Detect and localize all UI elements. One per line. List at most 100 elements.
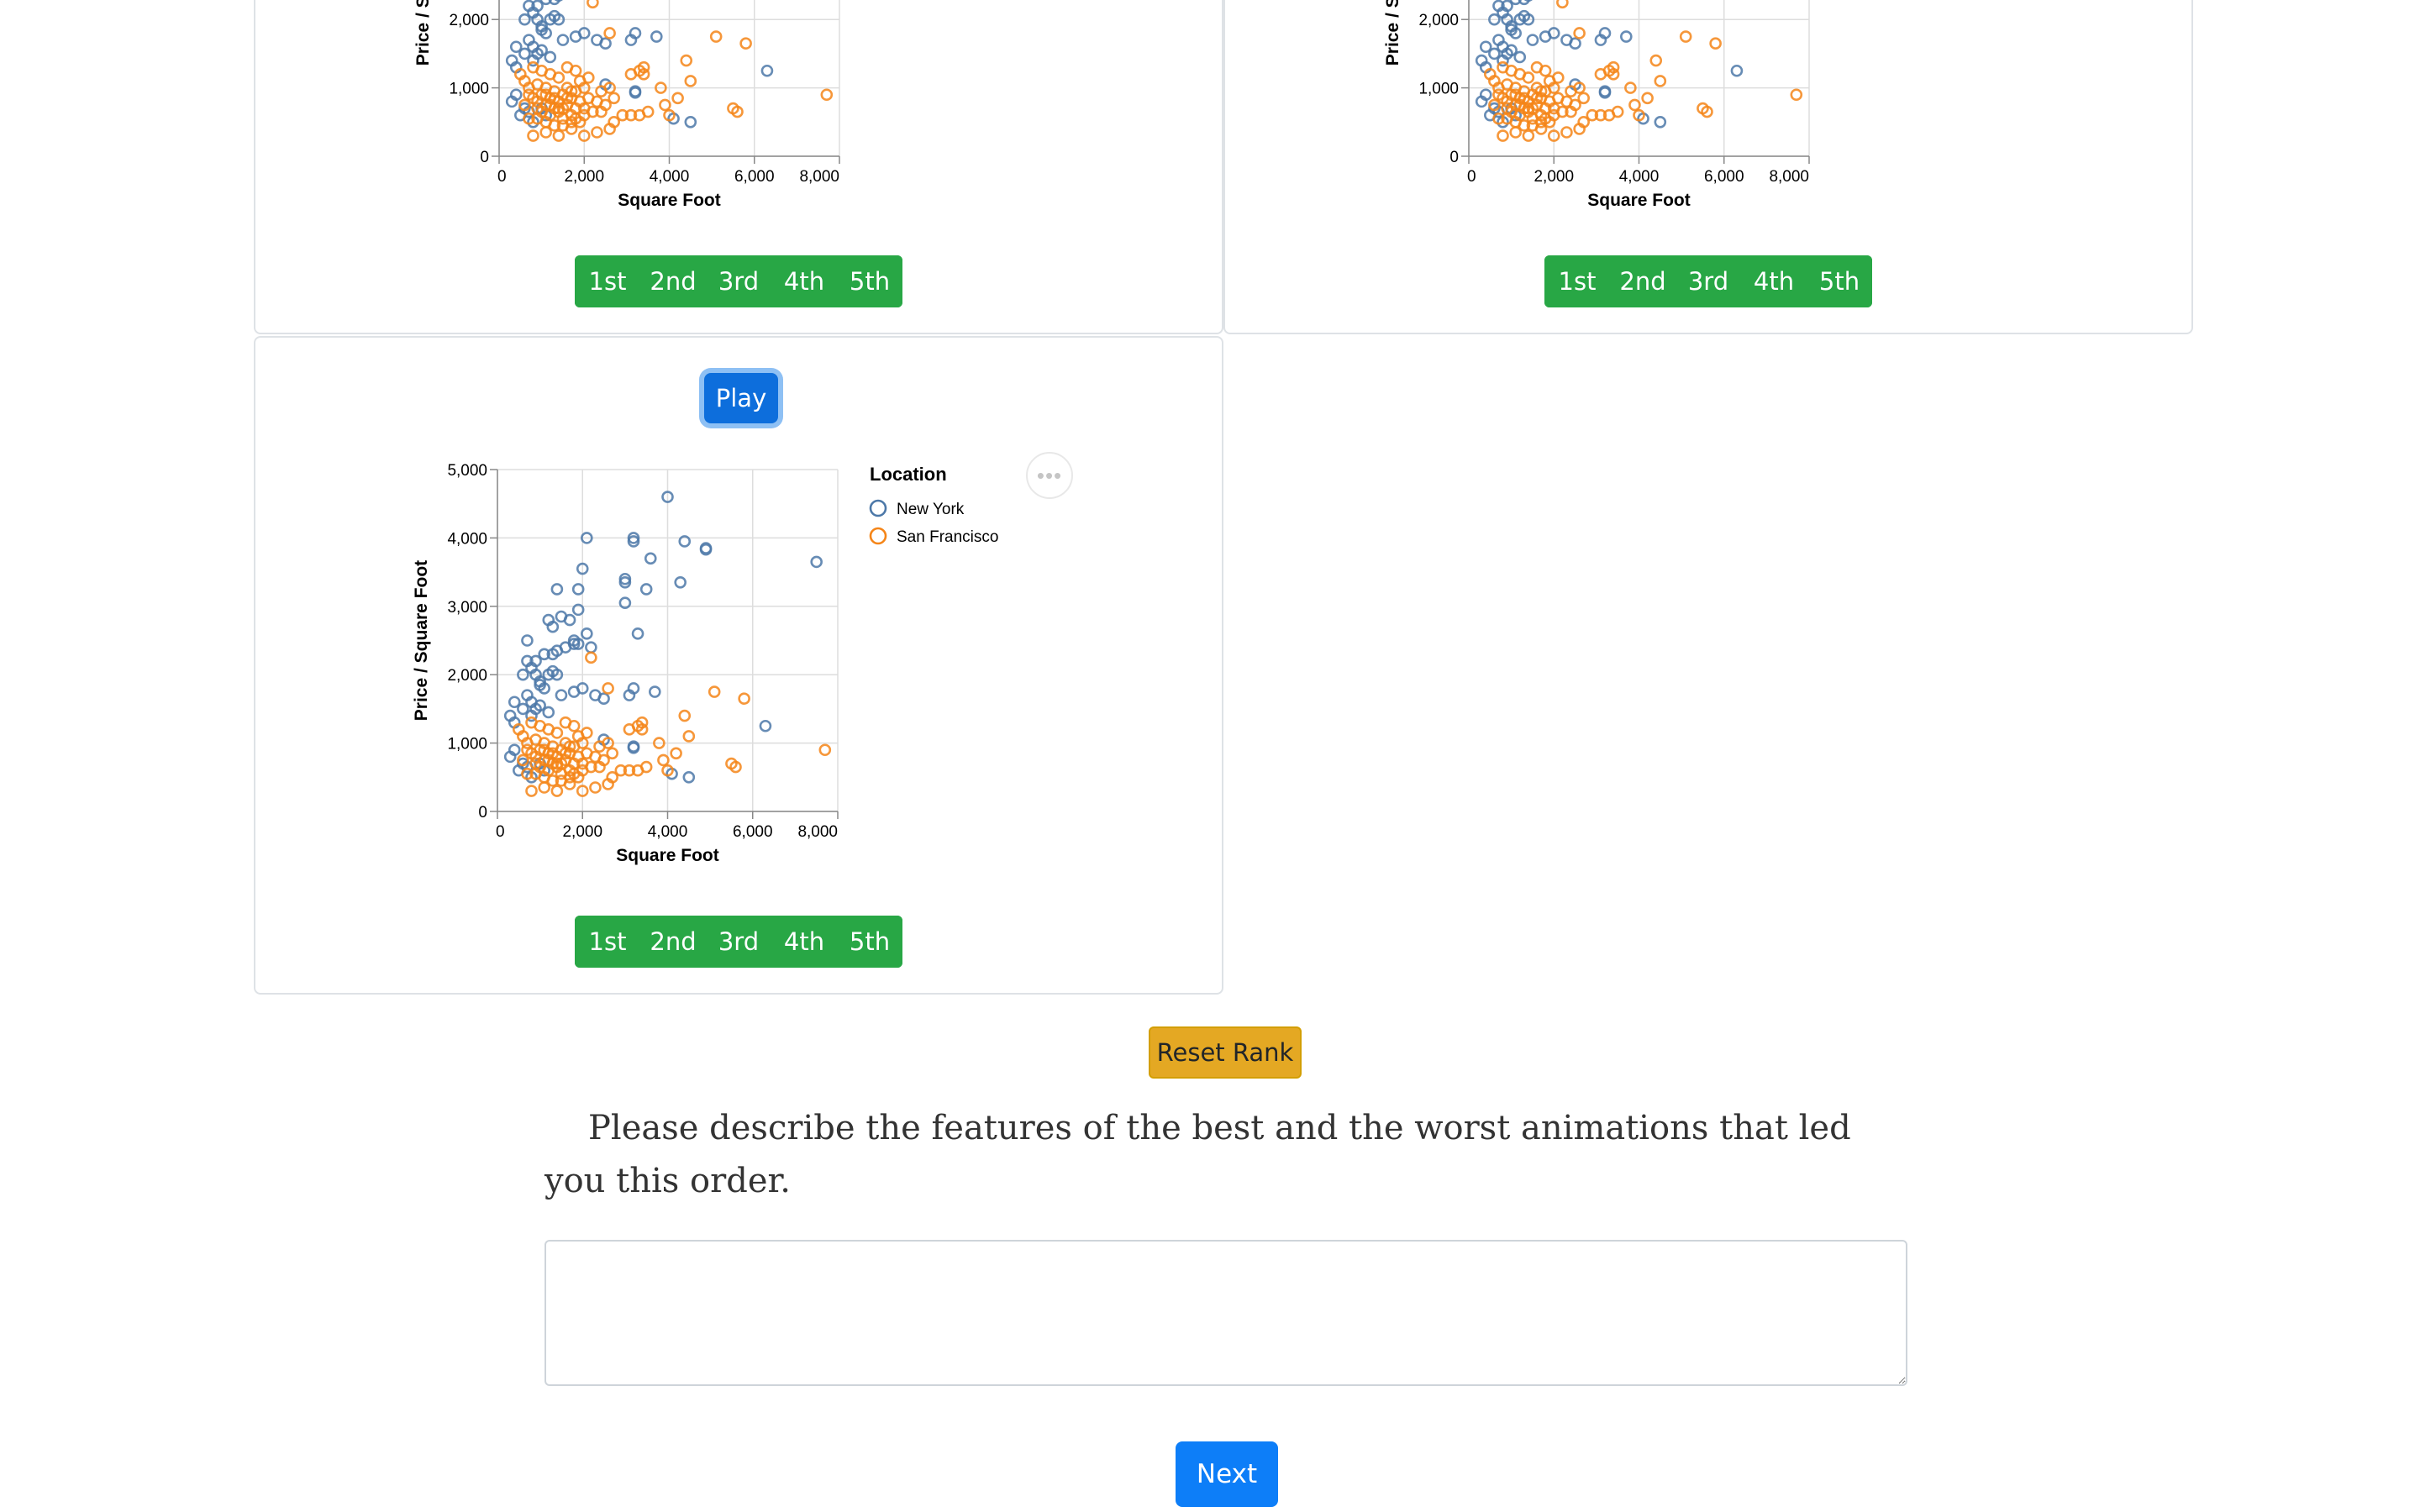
- data-point-san-francisco: [569, 112, 582, 125]
- data-point-san-francisco: [591, 126, 603, 139]
- data-point-san-francisco: [738, 692, 750, 705]
- rank-5th-button[interactable]: 5th: [1807, 255, 1872, 307]
- x-axis-title: Square Foot: [616, 846, 719, 865]
- y-tick-label: 4,000: [447, 530, 487, 548]
- data-point-new-york: [682, 770, 696, 784]
- data-point-new-york: [548, 0, 560, 6]
- rank-5th-button[interactable]: 5th: [837, 255, 902, 307]
- data-point-new-york: [544, 50, 557, 64]
- x-tick-label: 0: [497, 168, 507, 186]
- rank-3rd-button[interactable]: 3rd: [1676, 255, 1741, 307]
- rank-4th-button[interactable]: 4th: [1741, 255, 1807, 307]
- data-point-new-york: [1522, 13, 1535, 26]
- data-point-san-francisco: [599, 98, 612, 112]
- data-point-new-york: [1598, 86, 1612, 99]
- data-point-san-francisco: [639, 760, 653, 774]
- data-point-san-francisco: [538, 743, 550, 757]
- data-point-san-francisco: [1560, 126, 1573, 139]
- data-point-san-francisco: [602, 737, 614, 749]
- data-point-san-francisco: [582, 71, 595, 84]
- y-tick-label: 2,000: [449, 12, 489, 29]
- data-point-san-francisco: [1654, 75, 1667, 87]
- play-button[interactable]: Play: [704, 373, 778, 423]
- data-point-san-francisco: [1522, 129, 1535, 142]
- data-point-new-york: [581, 532, 593, 544]
- y-tick-label: 1,000: [449, 81, 489, 98]
- x-axis-title: Square Foot: [1587, 191, 1691, 210]
- data-point-san-francisco: [1547, 81, 1560, 94]
- x-tick-label: 6,000: [734, 168, 775, 186]
- rank-1st-button[interactable]: 1st: [575, 255, 640, 307]
- ellipsis-icon[interactable]: •••: [1026, 452, 1073, 499]
- data-point-san-francisco: [729, 760, 742, 774]
- data-point-san-francisco: [577, 81, 591, 94]
- data-point-san-francisco: [657, 753, 670, 767]
- data-point-san-francisco: [608, 92, 620, 105]
- data-point-san-francisco: [1641, 92, 1654, 105]
- data-point-san-francisco: [653, 737, 666, 749]
- y-axis-title: Price / Square Foot: [413, 0, 433, 66]
- rank-4th-button[interactable]: 4th: [771, 255, 837, 307]
- x-tick-label: 6,000: [1704, 168, 1744, 186]
- rank-1st-button[interactable]: 1st: [1544, 255, 1610, 307]
- rank-1st-button[interactable]: 1st: [575, 916, 640, 968]
- rank-4th-button[interactable]: 4th: [771, 916, 837, 968]
- data-point-san-francisco: [587, 0, 599, 9]
- data-point-san-francisco: [1573, 123, 1586, 135]
- data-point-san-francisco: [631, 719, 644, 732]
- rank-2nd-button[interactable]: 2nd: [640, 916, 706, 968]
- data-point-new-york: [563, 613, 576, 627]
- rank-2nd-button[interactable]: 2nd: [1610, 255, 1676, 307]
- x-tick-label: 2,000: [562, 823, 602, 841]
- data-point-san-francisco: [546, 774, 560, 787]
- data-point-san-francisco: [1577, 92, 1590, 105]
- data-point-new-york: [509, 40, 523, 54]
- data-point-new-york: [1488, 13, 1501, 26]
- x-tick-label: 8,000: [1769, 168, 1809, 186]
- data-point-san-francisco: [624, 108, 638, 122]
- y-axis-title: Price / Square Foot: [1383, 0, 1402, 66]
- data-point-new-york: [569, 30, 582, 43]
- data-point-san-francisco: [1649, 54, 1663, 67]
- data-point-new-york: [760, 64, 774, 77]
- answer-textarea[interactable]: [544, 1240, 1907, 1386]
- data-point-new-york: [552, 13, 566, 26]
- data-point-san-francisco: [1602, 64, 1616, 77]
- animation-panel-3: 1st 2nd 3rd 4th 5th: [254, 336, 1223, 995]
- data-point-new-york: [1518, 0, 1530, 6]
- data-point-new-york: [1594, 34, 1607, 46]
- data-point-new-york: [556, 34, 570, 46]
- data-point-new-york: [1730, 64, 1744, 77]
- y-tick-label: 3,000: [447, 599, 487, 617]
- data-point-new-york: [1569, 37, 1581, 50]
- data-point-san-francisco: [1522, 71, 1535, 84]
- data-point-new-york: [674, 576, 687, 589]
- data-point-san-francisco: [709, 30, 723, 43]
- scatter-chart-2: 0 2,000 4,000 6,000 8,000 0 1,000 2,000 Square F…: [1383, 0, 1810, 210]
- data-point-new-york: [571, 603, 585, 617]
- data-point-san-francisco: [684, 75, 697, 87]
- data-point-san-francisco: [1586, 108, 1599, 122]
- data-point-new-york: [538, 682, 550, 695]
- data-point-san-francisco: [1552, 71, 1565, 84]
- rank-2nd-button[interactable]: 2nd: [640, 255, 706, 307]
- data-point-san-francisco: [655, 81, 667, 94]
- animation-panel-2: 0 2,000 4,000 6,000 8,000 0 1,000 2,000 Square F…: [1223, 0, 2193, 334]
- rank-5th-button[interactable]: 5th: [837, 916, 902, 968]
- reset-rank-button[interactable]: Reset Rank: [1149, 1026, 1302, 1079]
- data-point-new-york: [623, 689, 636, 701]
- rank-buttons-2: 1st 2nd 3rd 4th 5th: [1544, 255, 1872, 307]
- data-point-san-francisco: [633, 64, 646, 77]
- y-tick-label: 2,000: [447, 667, 487, 685]
- rank-3rd-button[interactable]: 3rd: [706, 916, 771, 968]
- data-point-new-york: [534, 699, 546, 712]
- data-point-new-york: [810, 555, 823, 569]
- data-point-new-york: [518, 47, 531, 60]
- data-point-new-york: [546, 648, 560, 661]
- next-button[interactable]: Next: [1176, 1441, 1278, 1507]
- y-tick-label: 1,000: [1418, 81, 1459, 98]
- rank-3rd-button[interactable]: 3rd: [706, 255, 771, 307]
- legend-symbol: [869, 499, 887, 517]
- x-tick-label: 0: [496, 823, 505, 841]
- data-point-san-francisco: [1679, 30, 1692, 43]
